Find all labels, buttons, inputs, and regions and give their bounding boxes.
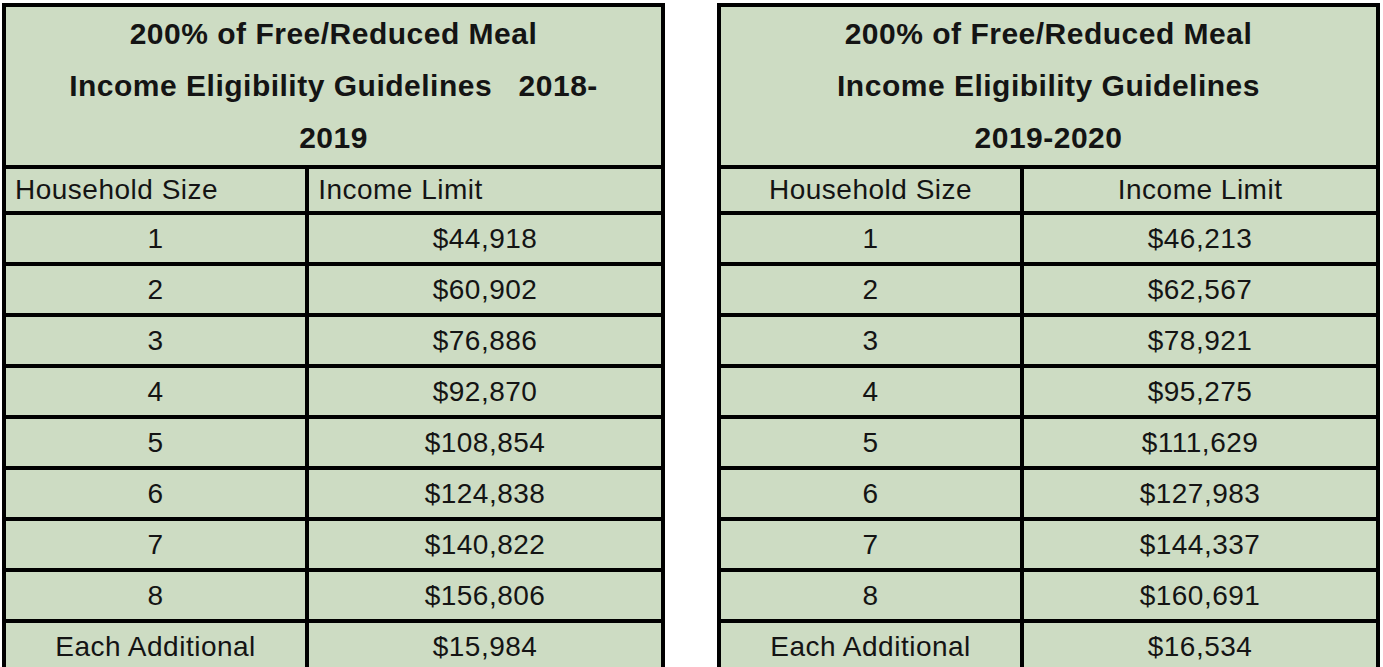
title-row: 200% of Free/Reduced Meal Income Eligibi…: [4, 5, 663, 167]
household-size-cell: 4: [4, 366, 307, 417]
table-title-line: 200% of Free/Reduced Meal: [731, 8, 1366, 60]
household-size-header: Household Size: [4, 167, 307, 213]
household-size-cell: Each Additional: [719, 621, 1022, 667]
income-limit-cell: $46,213: [1022, 213, 1378, 264]
income-limit-cell: $160,691: [1022, 570, 1378, 621]
table-row: 6$127,983: [719, 468, 1378, 519]
title-row: 200% of Free/Reduced Meal Income Eligibi…: [719, 5, 1378, 167]
table-title-line: 2019: [16, 112, 651, 164]
income-limit-header: Income Limit: [307, 167, 663, 213]
income-limit-cell: $92,870: [307, 366, 663, 417]
household-size-cell: 5: [719, 417, 1022, 468]
table-title-line: Income Eligibility Guidelines 2018-: [16, 60, 651, 112]
income-limit-cell: $111,629: [1022, 417, 1378, 468]
household-size-cell: 4: [719, 366, 1022, 417]
table-row: 8$160,691: [719, 570, 1378, 621]
table-row: 1$44,918: [4, 213, 663, 264]
table-row: 2$62,567: [719, 264, 1378, 315]
table-row: 3$78,921: [719, 315, 1378, 366]
table-row: 5$111,629: [719, 417, 1378, 468]
household-size-header: Household Size: [719, 167, 1022, 213]
header-row: Household Size Income Limit: [4, 167, 663, 213]
table-row: Each Additional$16,534: [719, 621, 1378, 667]
income-limit-cell: $78,921: [1022, 315, 1378, 366]
income-limit-cell: $144,337: [1022, 519, 1378, 570]
table-row: 2$60,902: [4, 264, 663, 315]
income-limit-cell: $60,902: [307, 264, 663, 315]
household-size-cell: 3: [4, 315, 307, 366]
household-size-cell: 5: [4, 417, 307, 468]
table-title: 200% of Free/Reduced Meal Income Eligibi…: [719, 5, 1378, 167]
page-content: 200% of Free/Reduced Meal Income Eligibi…: [0, 0, 1383, 667]
header-row: Household Size Income Limit: [719, 167, 1378, 213]
income-limit-cell: $124,838: [307, 468, 663, 519]
table-title: 200% of Free/Reduced Meal Income Eligibi…: [4, 5, 663, 167]
table-row: Each Additional$15,984: [4, 621, 663, 667]
table-row: 3$76,886: [4, 315, 663, 366]
income-limit-cell: $140,822: [307, 519, 663, 570]
household-size-cell: 6: [719, 468, 1022, 519]
household-size-cell: Each Additional: [4, 621, 307, 667]
income-limit-cell: $15,984: [307, 621, 663, 667]
income-limit-cell: $108,854: [307, 417, 663, 468]
income-limit-cell: $16,534: [1022, 621, 1378, 667]
table-title-line: 2019-2020: [731, 112, 1366, 164]
income-limit-cell: $156,806: [307, 570, 663, 621]
household-size-cell: 8: [719, 570, 1022, 621]
table-title-line: Income Eligibility Guidelines: [731, 60, 1366, 112]
income-limit-cell: $76,886: [307, 315, 663, 366]
eligibility-table-2019-2020: 200% of Free/Reduced Meal Income Eligibi…: [717, 3, 1380, 667]
table-row: 4$92,870: [4, 366, 663, 417]
household-size-cell: 7: [4, 519, 307, 570]
household-size-cell: 2: [4, 264, 307, 315]
income-limit-cell: $62,567: [1022, 264, 1378, 315]
table-row: 7$144,337: [719, 519, 1378, 570]
table-row: 4$95,275: [719, 366, 1378, 417]
household-size-cell: 8: [4, 570, 307, 621]
table-row: 1$46,213: [719, 213, 1378, 264]
eligibility-table-2018-2019: 200% of Free/Reduced Meal Income Eligibi…: [2, 3, 665, 667]
income-limit-cell: $44,918: [307, 213, 663, 264]
income-limit-header: Income Limit: [1022, 167, 1378, 213]
household-size-cell: 6: [4, 468, 307, 519]
household-size-cell: 1: [4, 213, 307, 264]
household-size-cell: 3: [719, 315, 1022, 366]
table-row: 5$108,854: [4, 417, 663, 468]
income-limit-cell: $95,275: [1022, 366, 1378, 417]
table-row: 6$124,838: [4, 468, 663, 519]
household-size-cell: 1: [719, 213, 1022, 264]
table-title-line: 200% of Free/Reduced Meal: [16, 8, 651, 60]
household-size-cell: 7: [719, 519, 1022, 570]
income-limit-cell: $127,983: [1022, 468, 1378, 519]
table-row: 8$156,806: [4, 570, 663, 621]
household-size-cell: 2: [719, 264, 1022, 315]
table-row: 7$140,822: [4, 519, 663, 570]
